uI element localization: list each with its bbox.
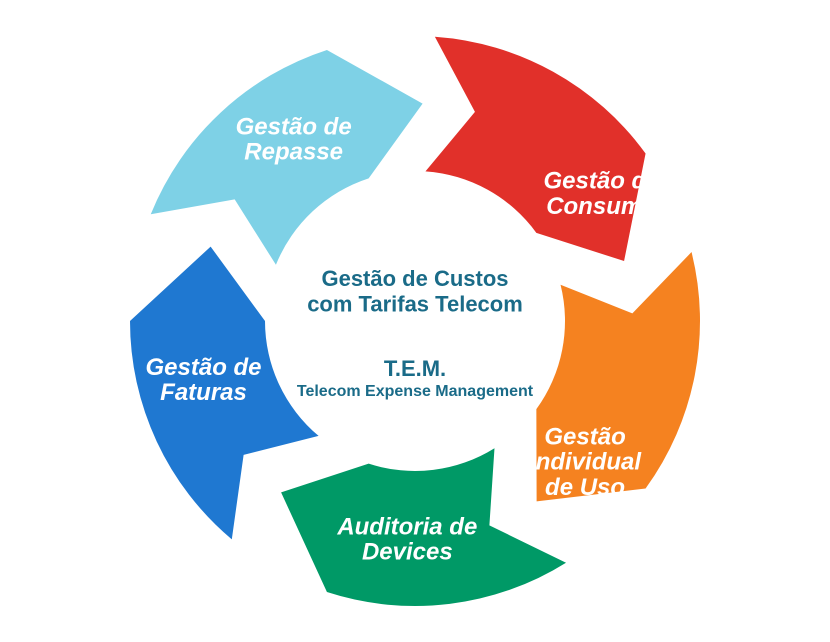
segment-label-line: Faturas	[160, 380, 247, 407]
cycle-diagram: Gestão deRepasseGestão deConsumoGestãoIn…	[0, 0, 830, 642]
segment-label-line: Gestão de	[236, 114, 352, 141]
segment-label-line: Individual	[529, 449, 642, 476]
center-title: Gestão de Custoscom Tarifas Telecom	[307, 266, 523, 316]
cycle-svg: Gestão deRepasseGestão deConsumoGestãoIn…	[0, 0, 830, 642]
center-title-line: com Tarifas Telecom	[307, 291, 523, 316]
segment-label-line: Auditoria de	[336, 514, 477, 541]
segment-label-line: Devices	[362, 539, 453, 566]
center-title-line: Gestão de Custos	[321, 266, 508, 291]
segment-label-faturas: Gestão deFaturas	[145, 354, 261, 406]
segment-label-repasse: Gestão deRepasse	[236, 114, 352, 166]
segment-label-line: Repasse	[244, 139, 343, 166]
segment-label-line: de Uso	[545, 474, 625, 501]
center-sub-strong: T.E.M.	[384, 356, 446, 381]
center-sub: Telecom Expense Management	[297, 383, 534, 400]
segment-label-line: Gestão de	[145, 354, 261, 381]
segment-label-consumo: Gestão deConsumo	[544, 168, 660, 220]
segment-label-line: Gestão	[544, 424, 625, 451]
segment-label-line: Consumo	[546, 193, 657, 220]
center-circle	[267, 173, 563, 469]
segment-label-line: Gestão de	[544, 168, 660, 195]
